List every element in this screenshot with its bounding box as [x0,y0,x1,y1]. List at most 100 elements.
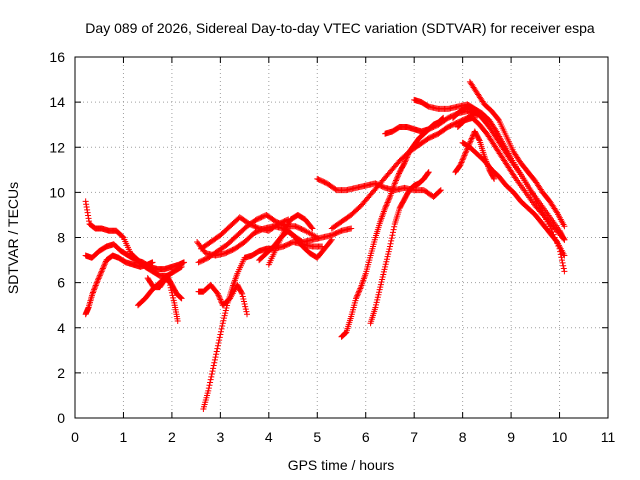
data-point [167,284,174,291]
data-point [219,323,226,330]
x-tick-label: 4 [265,429,273,445]
data-point [309,225,316,232]
data-point [357,285,364,292]
data-point [386,243,393,250]
data-point [97,271,104,278]
y-tick-label: 8 [57,230,65,246]
series-sat-n [338,114,447,340]
series-sat-i [195,281,251,318]
series-sat-w [459,139,568,259]
plot-frame [74,56,609,419]
data-point [222,307,229,314]
data-point [383,200,390,207]
data-point [205,385,212,392]
data-point [96,273,103,280]
series-sat-j [200,239,326,412]
data-point [353,294,360,301]
data-point [460,153,467,160]
data-point [491,175,498,182]
data-point [354,291,361,298]
data-point [373,301,380,308]
data-point [342,329,349,336]
data-point [308,224,315,231]
data-point [216,293,223,300]
data-point [206,382,213,389]
series-sat-c [82,252,156,318]
data-point [425,169,432,176]
data-point [468,136,475,143]
data-point [384,199,391,206]
data-point [561,223,568,230]
data-point [102,259,109,266]
series-line [370,171,430,324]
data-point [462,151,469,158]
series-sat-o [367,169,432,327]
data-point [457,160,464,167]
data-point [212,354,219,361]
data-point [244,311,251,318]
data-point [243,308,250,315]
data-point [558,257,565,264]
data-point [356,286,363,293]
data-point [101,261,108,268]
data-point [101,262,108,269]
data-point [216,337,223,344]
data-point [381,266,388,273]
data-point [475,136,482,143]
data-point [222,310,229,317]
y-axis-title: SDTVAR / TECUs [5,182,21,294]
x-tick-label: 1 [120,429,128,445]
data-point [217,297,224,304]
data-point [167,282,174,289]
series-sat-l [265,211,316,268]
data-point [215,292,222,299]
data-point [394,173,401,180]
data-point [208,373,215,380]
data-point [242,303,249,310]
data-point [393,176,400,183]
x-tick-label: 7 [410,429,418,445]
data-point [99,266,106,273]
data-point [355,289,362,296]
y-tick-label: 16 [49,49,65,65]
data-point [382,263,389,270]
data-point [460,155,467,162]
data-point [395,171,402,178]
data-point [221,312,228,319]
data-point [210,365,217,372]
data-point [375,291,382,298]
x-tick-label: 0 [71,429,79,445]
series-sat-q [382,108,481,137]
data-point [382,205,389,212]
data-point [389,232,396,239]
data-point [224,302,231,309]
data-point [512,174,519,181]
data-point [386,246,393,253]
data-point [89,290,96,297]
data-point [379,276,386,283]
data-point [507,156,514,163]
data-point [495,116,502,123]
data-point [92,283,99,290]
data-point [177,294,184,301]
x-tick-label: 3 [216,429,224,445]
data-point [328,236,335,243]
data-point [469,134,476,141]
data-point [389,229,396,236]
data-point [208,371,215,378]
series-sat-k [256,227,335,264]
series-sat-h [197,214,292,252]
data-point [217,296,224,303]
data-point [216,295,223,302]
data-point [213,351,220,358]
data-point [388,235,395,242]
data-point [170,297,177,304]
data-point [90,288,97,295]
data-point [376,286,383,293]
data-point [327,237,334,244]
y-tick-label: 0 [57,410,65,426]
data-point [374,294,381,301]
data-point [387,240,394,247]
data-point [240,298,247,305]
series-line [341,117,444,338]
